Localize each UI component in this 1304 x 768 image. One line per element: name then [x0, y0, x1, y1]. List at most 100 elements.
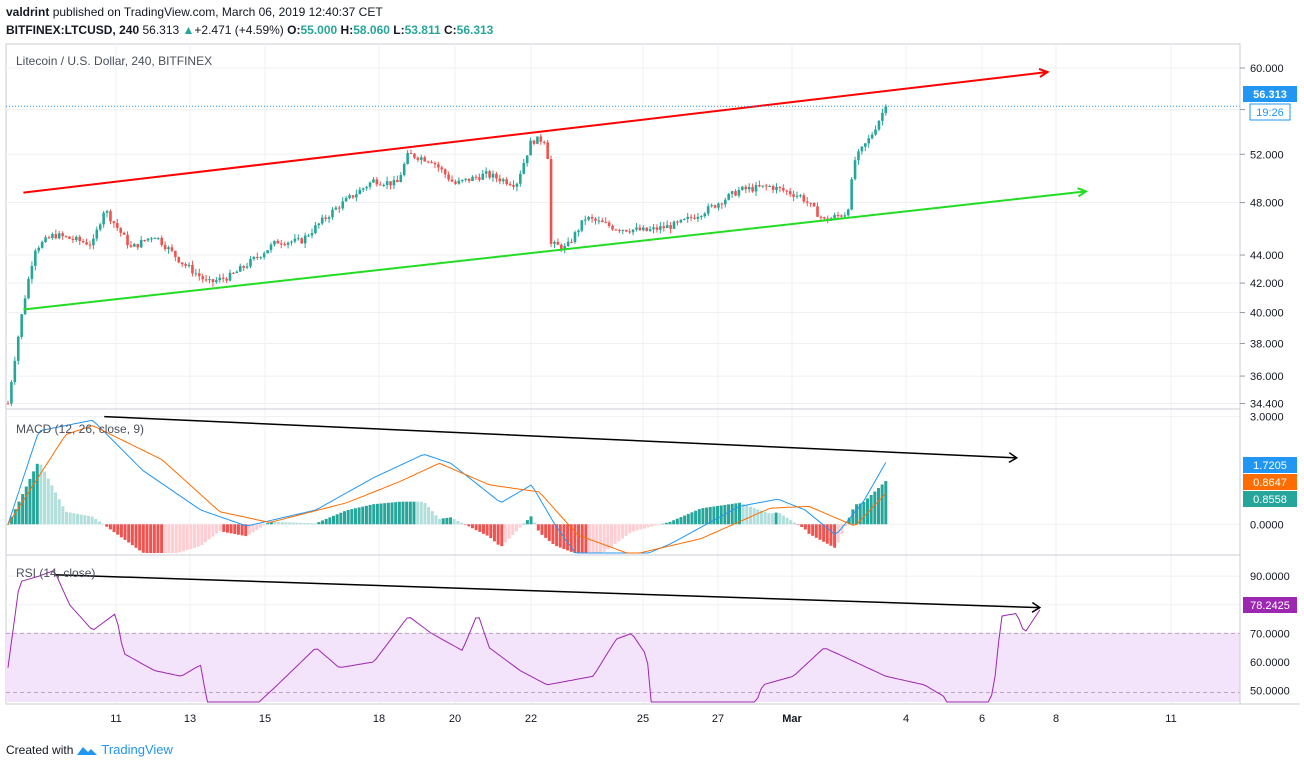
macd-histogram-bar — [277, 522, 281, 525]
rsi-value-label: 78.2425 — [1250, 600, 1290, 612]
candle-body — [860, 146, 864, 152]
macd-histogram-bar — [112, 524, 116, 533]
candle-body — [864, 143, 867, 147]
candle-body — [566, 241, 570, 246]
candle-body — [799, 195, 802, 197]
candle-body — [505, 179, 508, 184]
candle-body — [659, 226, 662, 230]
candle-body — [320, 217, 324, 224]
macd-histogram-bar — [478, 524, 482, 532]
candle-body — [679, 219, 683, 223]
tradingview-brand[interactable]: TradingView — [101, 742, 173, 757]
macd-histogram-bar — [214, 524, 218, 534]
candle-body — [6, 403, 10, 405]
last-price-tag — [1243, 86, 1297, 102]
rsi-line — [7, 570, 1041, 703]
candle-body — [16, 336, 20, 361]
candle-body — [358, 189, 362, 195]
candle-body — [286, 242, 290, 245]
tradingview-logo-icon — [77, 746, 98, 755]
macd-histogram-bar — [204, 524, 208, 543]
candle-body — [269, 244, 273, 251]
candle-body — [143, 239, 146, 241]
macd-histogram-bar — [295, 522, 299, 525]
candle-body — [279, 243, 283, 245]
candle-body — [211, 279, 215, 283]
candle-body — [437, 164, 440, 168]
author-name[interactable]: valdrint — [6, 5, 50, 19]
macd-histogram-bar — [591, 524, 595, 553]
candle-body — [618, 229, 621, 231]
macd-histogram-bar — [639, 524, 643, 530]
macd-histogram-bar — [800, 524, 804, 528]
candle-body — [184, 264, 187, 266]
macd-histogram-bar — [167, 524, 171, 553]
candle-body — [525, 155, 529, 164]
publish-info: valdrint published on TradingView.com, M… — [6, 5, 383, 19]
macd-histogram-bar — [595, 524, 599, 553]
macd-histogram-bar — [690, 512, 694, 525]
candle-body — [519, 173, 522, 184]
candle-body — [696, 216, 700, 219]
candle-body — [365, 186, 368, 189]
candle-body — [611, 226, 614, 230]
candle-body — [372, 179, 375, 183]
macd-histogram-bar — [419, 501, 423, 525]
macd-histogram-bar — [189, 524, 193, 549]
macd-histogram-bar — [79, 514, 83, 525]
candle-body — [85, 242, 88, 245]
time-tick-label: 4 — [903, 713, 909, 725]
macd-histogram-bar — [335, 514, 339, 525]
candle-body — [501, 179, 505, 182]
candle-body — [375, 179, 379, 185]
macd-histogram-bar — [310, 523, 314, 525]
price-tick-label: 36.000 — [1250, 371, 1284, 383]
macd-histogram-bar — [529, 516, 533, 525]
candle-body — [778, 186, 782, 189]
macd-histogram-bar — [481, 524, 485, 534]
macd-histogram-bar — [445, 517, 449, 525]
macd-histogram-bar — [836, 524, 840, 543]
publish-text: published on TradingView.com, March 06, … — [52, 5, 383, 19]
candle-body — [440, 167, 444, 170]
rsi-tick-label: 90.0000 — [1250, 571, 1290, 583]
symbol-name[interactable]: BITFINEX:LTCUSD, 240 — [6, 23, 140, 37]
macd-histogram-bar — [642, 524, 646, 529]
candle-body — [491, 173, 495, 178]
macd-histogram-bar — [266, 523, 270, 525]
candle-body — [197, 273, 201, 277]
candle-body — [628, 231, 631, 233]
candle-body — [641, 227, 645, 231]
candle-body — [314, 225, 317, 234]
candle-body — [88, 244, 92, 246]
candle-body — [539, 136, 543, 142]
macd-histogram-bar — [646, 524, 650, 528]
candle-body — [122, 232, 126, 235]
candle-body — [737, 189, 741, 196]
candle-body — [163, 244, 167, 250]
candle-body — [464, 178, 467, 180]
candle-body — [54, 234, 58, 239]
macd-histogram-bar — [178, 524, 182, 553]
candle-body — [488, 171, 491, 178]
candle-body — [95, 229, 99, 239]
candle-body — [556, 241, 560, 245]
macd-histogram-bar — [251, 524, 255, 533]
candle-body — [484, 171, 488, 174]
candle-body — [846, 209, 850, 216]
candle-body — [590, 216, 594, 219]
macd-histogram-bar — [862, 501, 866, 525]
candle-body — [645, 227, 649, 231]
candle-body — [672, 221, 676, 229]
macd-histogram-bar — [664, 522, 668, 525]
macd-histogram-bar — [306, 523, 310, 525]
price-tick-label: 38.000 — [1250, 338, 1284, 350]
macd-histogram-bar — [236, 524, 240, 535]
open-value: 55.000 — [300, 23, 338, 37]
macd-histogram-bar — [544, 524, 548, 538]
macd-histogram-bar — [741, 504, 745, 525]
price-tick-label: 40.000 — [1250, 308, 1284, 320]
candle-body — [290, 241, 293, 243]
price-tick-label: 34.400 — [1250, 398, 1284, 410]
